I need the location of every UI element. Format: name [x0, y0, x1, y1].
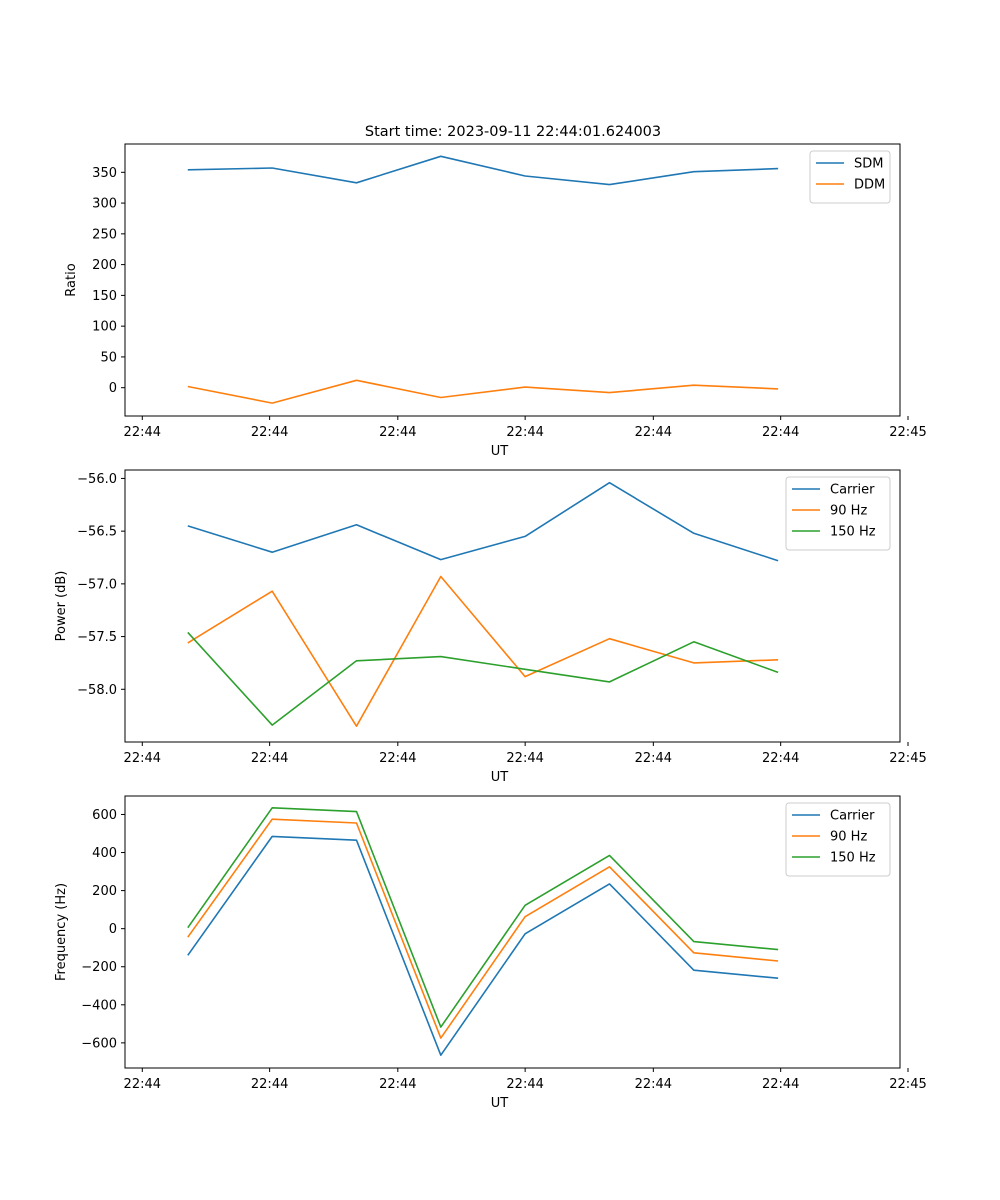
x-tick-label: 22:44	[379, 1077, 416, 1092]
legend-label: Carrier	[830, 809, 875, 824]
legend: SDM DDM	[809, 150, 891, 204]
y-tick-label: −600	[81, 1036, 117, 1051]
series-line-sdm	[187, 155, 779, 186]
y-axis-label: Frequency (Hz)	[54, 883, 69, 981]
series-line-ddm	[187, 379, 779, 404]
x-tick-label: 22:44	[506, 1077, 543, 1092]
series-line-90-hz	[187, 818, 779, 1039]
x-tick-label: 22:44	[506, 751, 543, 766]
x-axis-label: UT	[491, 770, 509, 785]
x-tick-label: 22:44	[379, 751, 416, 766]
y-tick-label: −400	[81, 998, 117, 1013]
y-tick-label: −200	[81, 960, 117, 975]
y-tick-label: 350	[92, 166, 117, 181]
y-tick-label: −57.5	[77, 630, 117, 645]
y-tick-label: 200	[92, 258, 117, 273]
y-axis-label: Ratio	[64, 263, 79, 296]
x-tick-label: 22:44	[635, 1077, 672, 1092]
y-tick-label: 100	[92, 320, 117, 335]
x-tick-label: 22:44	[124, 751, 161, 766]
axes-frame	[124, 143, 901, 417]
y-tick-label: 600	[92, 808, 117, 823]
legend-label: 150 Hz	[830, 851, 876, 866]
x-tick-label: 22:44	[251, 425, 288, 440]
legend-label: 150 Hz	[830, 525, 876, 540]
y-tick-label: 200	[92, 884, 117, 899]
subplot-3: 22:44 22:44 22:44 22:44 22:44 22:44 22:45 −600 −…	[54, 795, 927, 1111]
x-tick-label: 22:45	[889, 425, 926, 440]
figure-title: Start time: 2023-09-11 22:44:01.624003	[365, 124, 661, 140]
legend: Carrier 90 Hz 150 Hz	[785, 476, 891, 551]
legend-label: 90 Hz	[830, 504, 867, 519]
x-axis-label: UT	[491, 1096, 509, 1111]
y-tick-label: −57.0	[77, 577, 117, 592]
axes-frame	[124, 795, 901, 1069]
y-tick-label: 300	[92, 197, 117, 212]
x-tick-label: 22:44	[124, 425, 161, 440]
subplots: 22:44 22:44 22:44 22:44 22:44 22:44 22:45 0 50 10…	[54, 143, 927, 1111]
x-tick-label: 22:44	[251, 751, 288, 766]
y-tick-label: −56.0	[77, 472, 117, 487]
x-tick-label: 22:45	[889, 1077, 926, 1092]
subplot-1: 22:44 22:44 22:44 22:44 22:44 22:44 22:45 0 50 10…	[64, 143, 927, 459]
axes-frame	[124, 469, 901, 743]
legend-label: Carrier	[830, 483, 875, 498]
series-line-carrier	[187, 835, 779, 1056]
legend-label: SDM	[854, 157, 883, 172]
subplot-2: 22:44 22:44 22:44 22:44 22:44 22:44 22:45 −58.0…	[54, 469, 927, 785]
y-tick-label: 400	[92, 846, 117, 861]
y-axis-label: Power (dB)	[54, 571, 69, 642]
x-tick-label: 22:44	[762, 751, 799, 766]
x-tick-label: 22:44	[762, 1077, 799, 1092]
y-tick-label: 250	[92, 227, 117, 242]
series-line-carrier	[187, 481, 779, 562]
legend-box	[809, 150, 891, 204]
x-tick-label: 22:44	[124, 1077, 161, 1092]
x-tick-label: 22:44	[379, 425, 416, 440]
series-line-150-hz	[187, 806, 779, 1028]
y-tick-label: 50	[100, 350, 117, 365]
y-tick-label: −56.5	[77, 525, 117, 540]
x-tick-label: 22:44	[635, 751, 672, 766]
series-line-90-hz	[187, 575, 779, 728]
x-tick-label: 22:44	[251, 1077, 288, 1092]
series-line-150-hz	[187, 631, 779, 726]
legend: Carrier 90 Hz 150 Hz	[785, 802, 891, 877]
y-tick-label: 0	[109, 381, 117, 396]
x-axis-label: UT	[491, 444, 509, 459]
y-tick-label: −58.0	[77, 683, 117, 698]
x-tick-label: 22:44	[762, 425, 799, 440]
legend-label: 90 Hz	[830, 830, 867, 845]
x-tick-label: 22:44	[506, 425, 543, 440]
x-tick-label: 22:44	[635, 425, 672, 440]
y-tick-label: 150	[92, 289, 117, 304]
legend-label: DDM	[854, 178, 885, 193]
x-tick-label: 22:45	[889, 751, 926, 766]
y-tick-label: 0	[109, 922, 117, 937]
